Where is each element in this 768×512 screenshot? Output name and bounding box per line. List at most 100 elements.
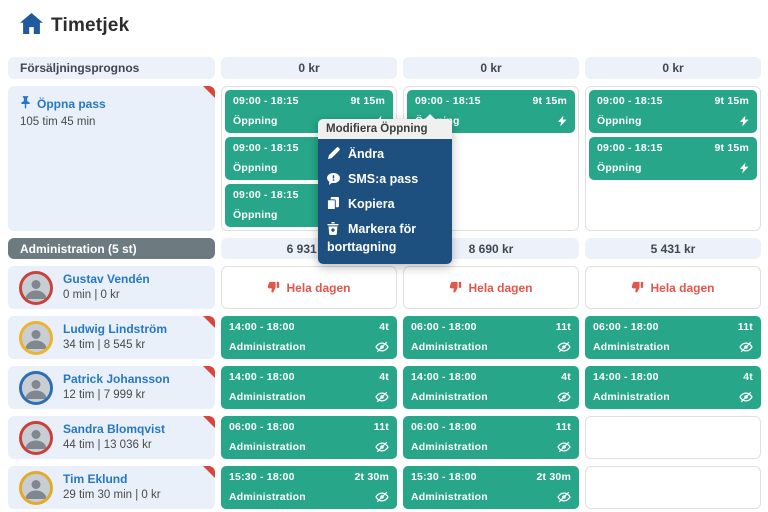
employee-card-ludwig[interactable]: Ludwig Lindström 34 tim | 8 545 kr [8, 316, 215, 359]
thumbs-down-icon [449, 281, 462, 294]
eye-slash-icon [739, 341, 753, 353]
unavailable-label: Hela dagen [468, 280, 533, 295]
shift-card[interactable]: 14:00 - 18:00 4t Administration [403, 366, 579, 409]
shift-time: 14:00 - 18:00 [229, 371, 295, 383]
shift-duration: 4t [561, 371, 571, 383]
unsaved-corner-flag [203, 316, 215, 328]
forecast-header: Försäljningsprognos [8, 57, 215, 79]
employee-card-sandra[interactable]: Sandra Blomqvist 44 tim | 13 036 kr [8, 416, 215, 459]
shift-time: 09:00 - 18:15 [415, 95, 481, 107]
eye-slash-icon [375, 391, 389, 403]
shift-label: Administration [411, 440, 488, 453]
shift-time: 15:30 - 18:00 [411, 471, 477, 483]
pencil-icon [327, 147, 341, 164]
column-sum: 5 431 kr [585, 238, 761, 259]
employee-card-patrick[interactable]: Patrick Johansson 12 tim | 7 999 kr [8, 366, 215, 409]
avatar [19, 370, 53, 405]
menu-item-markera-for-borttagning[interactable]: Markera för borttagning [327, 222, 417, 254]
bolt-icon [740, 162, 749, 174]
shift-duration: 11t [555, 321, 571, 333]
shift-duration: 9t 15m [350, 95, 385, 107]
thumbs-down-icon [631, 281, 644, 294]
menu-item-smsa-pass[interactable]: SMS:a pass [327, 171, 443, 189]
unavailable-cell[interactable]: Hela dagen [403, 266, 579, 309]
shift-duration: 11t [737, 321, 753, 333]
shift-card[interactable]: 06:00 - 18:00 11t Administration [585, 316, 761, 359]
employee-card-tim[interactable]: Tim Eklund 29 tim 30 min | 0 kr [8, 466, 215, 509]
shift-time: 06:00 - 18:00 [411, 421, 477, 433]
empty-schedule-cell[interactable] [585, 466, 761, 509]
unavailable-cell[interactable]: Hela dagen [585, 266, 761, 309]
shift-label: Administration [229, 390, 306, 403]
unsaved-corner-flag [203, 86, 215, 98]
open-shifts-cell[interactable]: 09:00 - 18:15 9t 15m Öppning 09:00 - 18:1… [585, 86, 761, 231]
shift-duration: 4t [379, 321, 389, 333]
shift-card[interactable]: 15:30 - 18:00 2t 30m Administration [403, 466, 579, 509]
shift-label: Administration [229, 490, 306, 503]
shift-label: Administration [411, 340, 488, 353]
shift-card[interactable]: 06:00 - 18:00 11t Administration [403, 316, 579, 359]
eye-slash-icon [557, 341, 571, 353]
shift-card[interactable]: 14:00 - 18:00 4t Administration [221, 316, 397, 359]
unavailable-cell[interactable]: Hela dagen [221, 266, 397, 309]
employee-name: Tim Eklund [63, 472, 128, 487]
employee-name: Patrick Johansson [63, 372, 170, 387]
shift-label: Öppning [233, 208, 278, 221]
context-menu: Modifiera Öppning Ändra SMS:a pass Kopie… [318, 114, 452, 264]
open-pass-card[interactable]: Öppna pass 105 tim 45 min [8, 86, 215, 231]
unsaved-corner-flag [203, 366, 215, 378]
open-pass-total: 105 tim 45 min [20, 116, 96, 128]
open-pass-label: Öppna pass [37, 97, 106, 111]
employee-name: Ludwig Lindström [63, 322, 167, 337]
shift-time: 09:00 - 18:15 [597, 95, 663, 107]
eye-slash-icon [375, 491, 389, 503]
shift-card[interactable]: 06:00 - 18:00 11t Administration [221, 416, 397, 459]
shift-card[interactable]: 06:00 - 18:00 11t Administration [403, 416, 579, 459]
employee-card-gustav[interactable]: Gustav Vendén 0 min | 0 kr [8, 266, 215, 309]
employee-stats: 44 tim | 13 036 kr [63, 439, 152, 452]
pin-icon [20, 96, 31, 112]
shift-label: Öppning [597, 161, 642, 174]
shift-time: 15:30 - 18:00 [229, 471, 295, 483]
employee-stats: 34 tim | 8 545 kr [63, 339, 146, 352]
shift-card[interactable]: 15:30 - 18:00 2t 30m Administration [221, 466, 397, 509]
employee-name: Gustav Vendén [63, 272, 150, 287]
shift-label: Öppning [233, 161, 278, 174]
shift-time: 06:00 - 18:00 [593, 321, 659, 333]
shift-card[interactable]: 14:00 - 18:00 4t Administration [221, 366, 397, 409]
app-title: Timetjek [51, 15, 130, 36]
shift-label: Administration [229, 340, 306, 353]
column-forecast: 0 kr [221, 57, 397, 79]
eye-slash-icon [557, 491, 571, 503]
shift-label: Administration [411, 490, 488, 503]
shift-card[interactable]: 14:00 - 18:00 4t Administration [585, 366, 761, 409]
unavailable-label: Hela dagen [286, 280, 351, 295]
house-icon [20, 13, 43, 39]
shift-duration: 9t 15m [532, 95, 567, 107]
group-header-administration[interactable]: Administration (5 st) [8, 238, 215, 259]
shift-time: 06:00 - 18:00 [229, 421, 295, 433]
eye-slash-icon [557, 391, 571, 403]
column-forecast: 0 kr [403, 57, 579, 79]
empty-schedule-cell[interactable] [585, 416, 761, 459]
bolt-icon [558, 115, 567, 127]
menu-item-andra[interactable]: Ändra [327, 146, 443, 164]
avatar [19, 420, 53, 455]
trash-icon [327, 222, 341, 239]
shift-time: 06:00 - 18:00 [411, 321, 477, 333]
avatar [19, 470, 53, 505]
employee-stats: 29 tim 30 min | 0 kr [63, 489, 161, 502]
eye-slash-icon [739, 391, 753, 403]
schedule-board: Försäljningsprognos 0 kr 0 kr 0 kr Öppna… [8, 57, 761, 509]
sms-icon [327, 173, 341, 189]
shift-duration: 11t [373, 421, 389, 433]
unavailable-label: Hela dagen [650, 280, 715, 295]
menu-item-kopiera[interactable]: Kopiera [327, 196, 443, 214]
shift-duration: 9t 15m [714, 95, 749, 107]
shift-time: 09:00 - 18:15 [233, 95, 299, 107]
app-header: Timetjek [20, 13, 129, 39]
